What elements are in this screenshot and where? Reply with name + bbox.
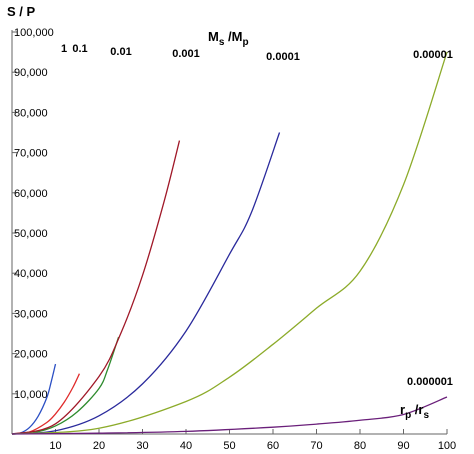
y-tick-label: 40,000 bbox=[14, 268, 48, 280]
x-axis-title: rp /rs bbox=[400, 402, 429, 421]
series-line-0-000001 bbox=[11, 396, 448, 435]
curve-labels: 1 0.1 0.01 0.001 0.0001 0.00001 0.000001 bbox=[61, 43, 453, 388]
curve-label: 0.000001 bbox=[407, 376, 453, 388]
x-tick-label: 80 bbox=[354, 440, 366, 452]
legend-title-m1: M bbox=[208, 29, 219, 44]
x-axis-title-sub2: s bbox=[423, 410, 429, 421]
x-tick-label: 50 bbox=[223, 440, 235, 452]
legend-title-sub2: p bbox=[242, 37, 248, 48]
x-tick-label: 40 bbox=[180, 440, 192, 452]
y-tick-label: 60,000 bbox=[14, 188, 48, 200]
curve-label: 0.1 bbox=[72, 43, 87, 55]
x-tick-label: 60 bbox=[267, 440, 279, 452]
curve-label: 0.001 bbox=[172, 48, 200, 60]
y-ticks: 10,000 20,000 30,000 40,000 50,000 60,000 70,0… bbox=[12, 27, 54, 401]
curve-label: 0.01 bbox=[110, 46, 131, 58]
x-axis-title-r1: r bbox=[400, 402, 405, 417]
y-tick-label: 70,000 bbox=[14, 148, 48, 160]
x-axis-title-mid: /r bbox=[411, 402, 423, 417]
legend-title: Ms /Mp bbox=[208, 29, 249, 48]
y-tick-label: 20,000 bbox=[14, 349, 48, 361]
y-tick-label: 80,000 bbox=[14, 107, 48, 119]
series-line-0-00001 bbox=[11, 51, 448, 435]
y-tick-label: 10,000 bbox=[14, 389, 48, 401]
x-tick-label: 100 bbox=[438, 440, 456, 452]
y-tick-label: 50,000 bbox=[14, 228, 48, 240]
series-line-0-001 bbox=[11, 140, 181, 435]
y-axis-title: S / P bbox=[7, 4, 36, 19]
series-line-0-0001 bbox=[11, 132, 281, 435]
x-tick-label: 10 bbox=[49, 440, 61, 452]
curve-label: 0.00001 bbox=[413, 49, 453, 61]
series-lines bbox=[11, 51, 448, 435]
x-ticks: 10 20 30 40 50 60 70 80 90 100 bbox=[49, 429, 456, 452]
legend-title-sub1: s bbox=[219, 37, 225, 48]
legend-title-mid: /M bbox=[224, 29, 242, 44]
x-tick-label: 20 bbox=[93, 440, 105, 452]
x-tick-label: 90 bbox=[397, 440, 409, 452]
y-tick-label: 90,000 bbox=[14, 67, 48, 79]
curve-label: 0.0001 bbox=[266, 51, 300, 63]
x-tick-label: 70 bbox=[310, 440, 322, 452]
x-axis-title-sub1: p bbox=[405, 410, 411, 421]
curve-label: 1 bbox=[61, 43, 67, 55]
series-line-0-1 bbox=[11, 373, 81, 435]
x-tick-label: 30 bbox=[136, 440, 148, 452]
y-tick-label: 30,000 bbox=[14, 308, 48, 320]
y-tick-label: 100,000 bbox=[14, 27, 54, 39]
